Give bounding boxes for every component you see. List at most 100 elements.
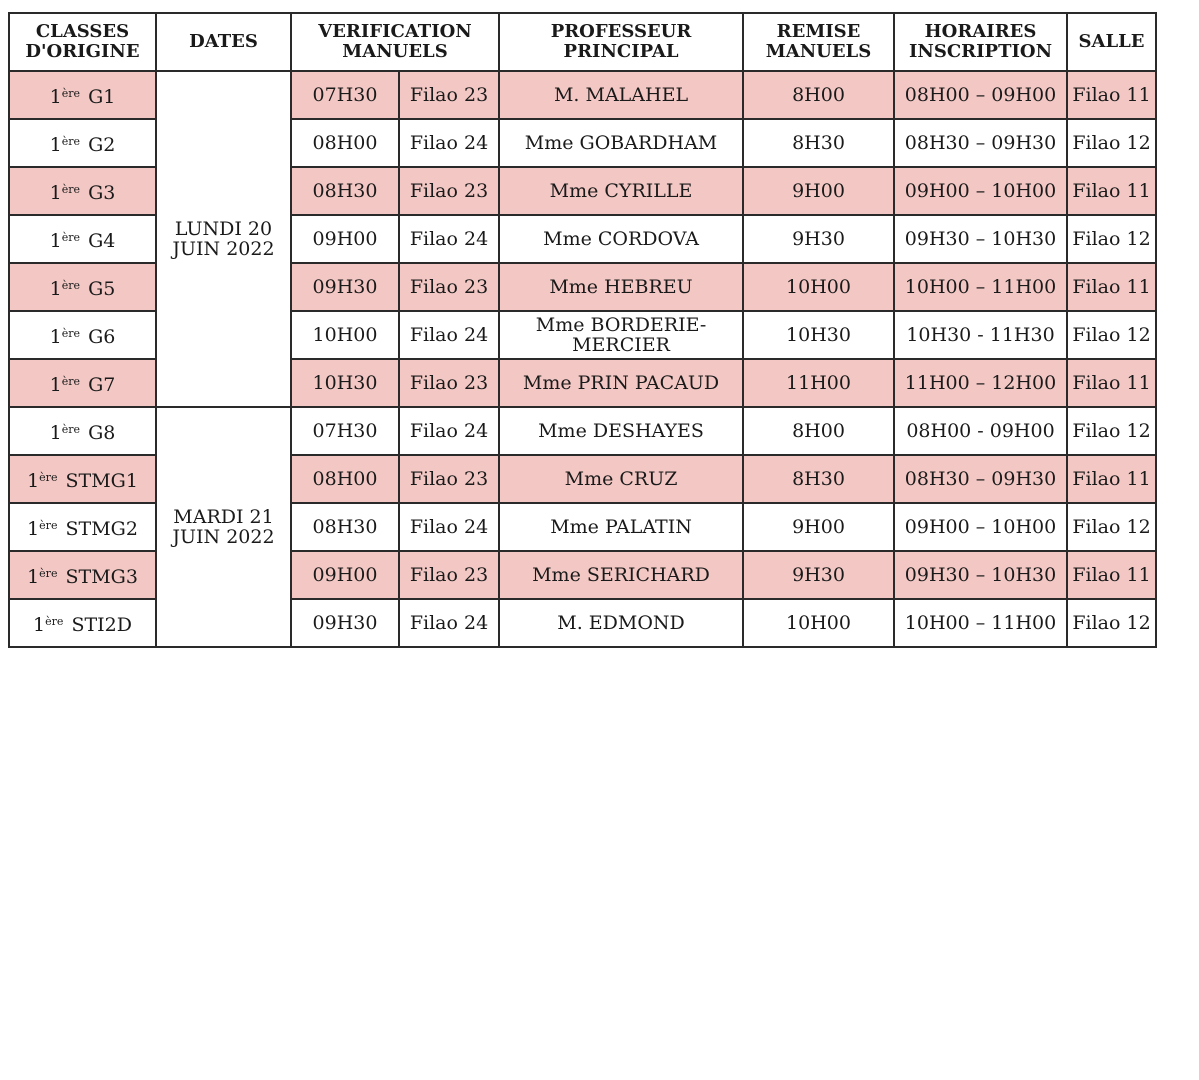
remise-cell: 9H30 bbox=[742, 214, 896, 264]
class-name: STMG3 bbox=[65, 565, 138, 588]
table-row: 1ère G7 10H30 Filao 23 Mme PRIN PACAUD 11… bbox=[8, 358, 1158, 408]
professeur-cell: Mme HEBREU bbox=[498, 262, 745, 312]
schedule-table: CLASSES D'ORIGINE DATES VERIFICATION MAN… bbox=[8, 12, 1158, 648]
remise-cell: 10H30 bbox=[742, 310, 896, 360]
class-cell: 1ère G1 bbox=[8, 70, 157, 120]
class-prefix: 1 bbox=[49, 133, 62, 156]
class-prefix: 1 bbox=[33, 613, 46, 636]
class-name: G2 bbox=[88, 133, 116, 156]
class-sup: ère bbox=[39, 518, 58, 532]
class-cell: 1ère G2 bbox=[8, 118, 157, 168]
class-name: G1 bbox=[88, 85, 116, 108]
horaire-cell: 10H30 - 11H30 bbox=[893, 310, 1069, 360]
class-cell: 1ère G3 bbox=[8, 166, 157, 216]
verification-time: 09H30 bbox=[290, 598, 400, 648]
salle-cell: Filao 12 bbox=[1066, 118, 1158, 168]
professeur-cell: Mme DESHAYES bbox=[498, 406, 745, 456]
verification-room: Filao 23 bbox=[397, 70, 501, 120]
remise-cell: 8H00 bbox=[742, 406, 896, 456]
verification-time: 08H30 bbox=[290, 166, 400, 216]
class-prefix: 1 bbox=[27, 469, 40, 492]
table-row: 1ère G2 08H00 Filao 24 Mme GOBARDHAM 8H30… bbox=[8, 118, 1158, 168]
class-prefix: 1 bbox=[49, 373, 62, 396]
class-sup: ère bbox=[39, 566, 58, 580]
class-name: G7 bbox=[88, 373, 116, 396]
class-cell: 1ère STI2D bbox=[8, 598, 157, 648]
class-name: G3 bbox=[88, 181, 116, 204]
verification-time: 08H30 bbox=[290, 502, 400, 552]
remise-cell: 9H30 bbox=[742, 550, 896, 600]
class-sup: ère bbox=[61, 374, 81, 388]
header-verification: VERIFICATION MANUELS bbox=[289, 12, 501, 72]
remise-cell: 8H30 bbox=[742, 454, 896, 504]
date-cell: LUNDI 20 JUIN 2022 bbox=[155, 70, 292, 408]
table-row: 1ère STMG1 08H00 Filao 23 Mme CRUZ 8H30 0… bbox=[8, 454, 1158, 504]
verification-time: 09H00 bbox=[290, 550, 400, 600]
header-salle: SALLE bbox=[1066, 12, 1158, 72]
verification-time: 07H30 bbox=[290, 70, 400, 120]
table-row: 1ère G4 09H00 Filao 24 Mme CORDOVA 9H30 0… bbox=[8, 214, 1158, 264]
class-cell: 1ère STMG1 bbox=[8, 454, 157, 504]
table-row: 1ère STI2D 09H30 Filao 24 M. EDMOND 10H00… bbox=[8, 598, 1158, 648]
professeur-cell: Mme CORDOVA bbox=[498, 214, 745, 264]
class-prefix: 1 bbox=[27, 565, 40, 588]
horaire-cell: 08H00 – 09H00 bbox=[893, 70, 1069, 120]
salle-cell: Filao 12 bbox=[1066, 502, 1158, 552]
remise-cell: 10H00 bbox=[742, 598, 896, 648]
class-sup: ère bbox=[61, 422, 81, 436]
class-cell: 1ère STMG3 bbox=[8, 550, 157, 600]
class-sup: ère bbox=[61, 230, 81, 244]
date-cell: MARDI 21 JUIN 2022 bbox=[155, 406, 292, 648]
verification-room: Filao 24 bbox=[397, 598, 501, 648]
salle-cell: Filao 12 bbox=[1066, 598, 1158, 648]
professeur-cell: Mme GOBARDHAM bbox=[498, 118, 745, 168]
class-cell: 1ère G7 bbox=[8, 358, 157, 408]
class-prefix: 1 bbox=[49, 181, 62, 204]
table-row: 1ère G1 LUNDI 20 JUIN 2022 07H30 Filao 23 … bbox=[8, 70, 1158, 408]
professeur-cell: Mme BORDERIE-MERCIER bbox=[498, 310, 745, 360]
class-cell: 1ère G8 bbox=[8, 406, 157, 456]
table-row: 1ère G8 MARDI 21 JUIN 2022 07H30 Filao 24 … bbox=[8, 406, 1158, 648]
class-sup: ère bbox=[45, 614, 64, 628]
professeur-cell: Mme CRUZ bbox=[498, 454, 745, 504]
class-sup: ère bbox=[61, 326, 81, 340]
header-professeur: PROFESSEUR PRINCIPAL bbox=[498, 12, 745, 72]
verification-time: 07H30 bbox=[290, 406, 400, 456]
class-prefix: 1 bbox=[49, 277, 62, 300]
class-name: G8 bbox=[88, 421, 116, 444]
professeur-cell: Mme SERICHARD bbox=[498, 550, 745, 600]
class-prefix: 1 bbox=[49, 325, 62, 348]
verification-room: Filao 23 bbox=[397, 358, 501, 408]
verification-room: Filao 23 bbox=[397, 454, 501, 504]
horaire-cell: 08H00 - 09H00 bbox=[893, 406, 1069, 456]
verification-room: Filao 23 bbox=[397, 166, 501, 216]
class-name: STMG2 bbox=[65, 517, 138, 540]
verification-time: 10H00 bbox=[290, 310, 400, 360]
horaire-cell: 08H30 – 09H30 bbox=[893, 454, 1069, 504]
verification-room: Filao 24 bbox=[397, 310, 501, 360]
class-cell: 1ère G5 bbox=[8, 262, 157, 312]
verification-room: Filao 24 bbox=[397, 406, 501, 456]
salle-cell: Filao 11 bbox=[1066, 454, 1158, 504]
header-dates: DATES bbox=[155, 12, 292, 72]
professeur-cell: M. EDMOND bbox=[498, 598, 745, 648]
verification-room: Filao 23 bbox=[397, 550, 501, 600]
remise-cell: 9H00 bbox=[742, 502, 896, 552]
class-name: G4 bbox=[88, 229, 116, 252]
horaire-cell: 10H00 – 11H00 bbox=[893, 598, 1069, 648]
horaire-cell: 09H30 – 10H30 bbox=[893, 214, 1069, 264]
verification-time: 08H00 bbox=[290, 454, 400, 504]
class-name: G5 bbox=[88, 277, 116, 300]
class-prefix: 1 bbox=[27, 517, 40, 540]
class-sup: ère bbox=[61, 182, 81, 196]
salle-cell: Filao 11 bbox=[1066, 70, 1158, 120]
class-prefix: 1 bbox=[49, 421, 62, 444]
verification-room: Filao 24 bbox=[397, 118, 501, 168]
class-prefix: 1 bbox=[49, 85, 62, 108]
salle-cell: Filao 11 bbox=[1066, 262, 1158, 312]
table-row: 1ère STMG3 09H00 Filao 23 Mme SERICHARD 9… bbox=[8, 550, 1158, 600]
verification-time: 09H30 bbox=[290, 262, 400, 312]
class-prefix: 1 bbox=[49, 229, 62, 252]
class-sup: ère bbox=[39, 470, 58, 484]
header-remise: REMISE MANUELS bbox=[742, 12, 896, 72]
